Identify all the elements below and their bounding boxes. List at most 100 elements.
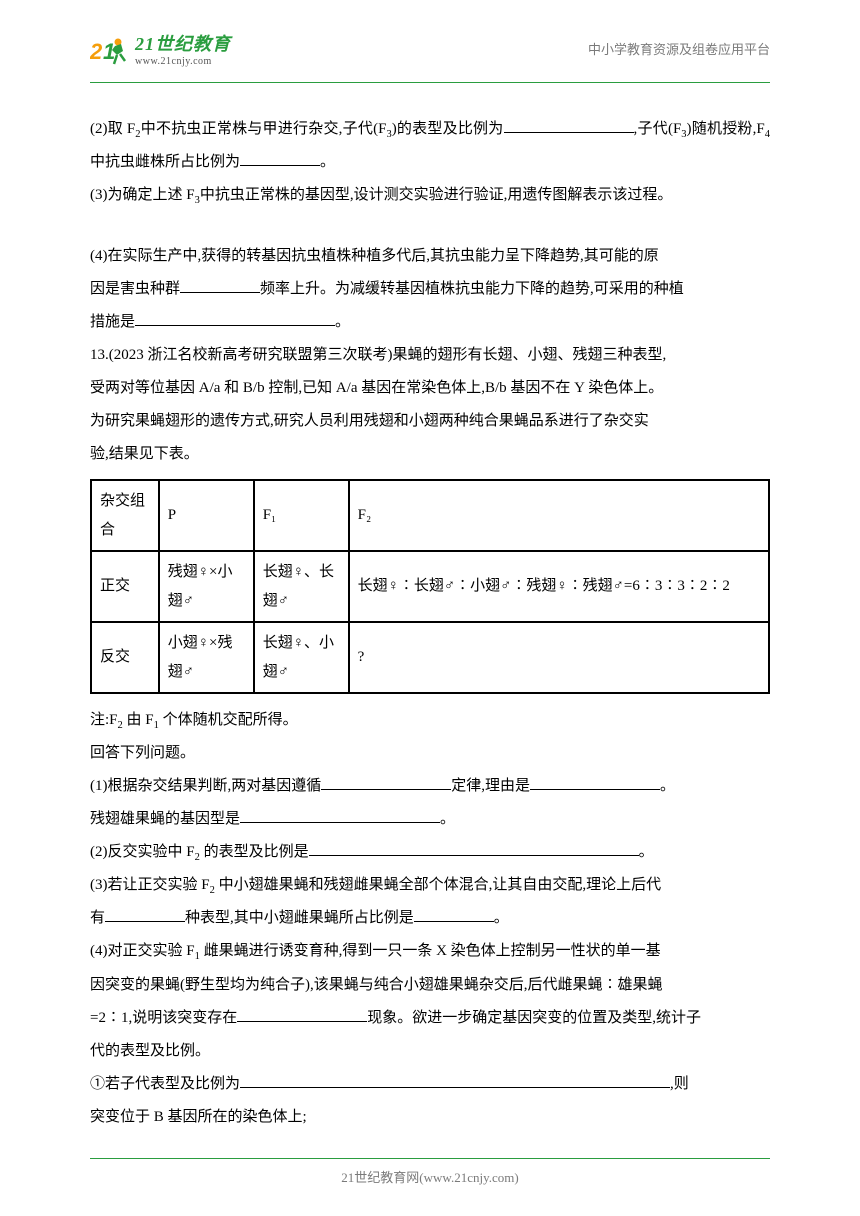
table-cell: 长翅♀、长翅♂ [254,551,349,622]
header-subtitle: 中小学教育资源及组卷应用平台 [588,39,770,58]
table-cell: 残翅♀×小翅♂ [159,551,254,622]
sq3-text: 。 [494,910,509,926]
q3-text: (3)为确定上述 F [90,187,195,203]
sub-question-3: (3)若让正交实验 F2 中小翅雄果蝇和残翅雌果蝇全部个体混合,让其自由交配,理… [90,869,770,902]
logo-icon: 2 1 [90,31,130,67]
q4-text: 频率上升。为减缓转基因植株抗虫能力下降的趋势,可采用的种植 [260,281,684,297]
spacer [90,212,770,240]
blank-field[interactable] [321,775,451,790]
note-text: 注:F [90,712,118,728]
sq3-text: (3)若让正交实验 F [90,877,210,893]
sq3-text: 中小翅雄果蝇和残翅雌果蝇全部个体混合,让其自由交配,理论上后代 [215,877,661,893]
sq2-text: (2)反交实验中 F [90,844,195,860]
sq4-text: 因突变的果蝇(野生型均为纯合子),该果蝇与纯合小翅雄果蝇杂交后,后代雌果蝇∶雄果… [90,977,663,993]
blank-field[interactable] [237,1007,367,1022]
blank-field[interactable] [530,775,660,790]
q13-text: 验,结果见下表。 [90,446,199,462]
q2-text: 中抗虫雌株所占比例为 [90,154,240,170]
logo-text: 21世纪教育 www.21cnjy.com [135,30,231,67]
q2-text: (2)取 F [90,121,135,137]
blank-field[interactable] [309,841,639,856]
table-cell: 正交 [91,551,159,622]
cross-table: 杂交组合 P F₁ F₂ 正交 残翅♀×小翅♂ 长翅♀、长翅♂ 长翅♀∶长翅♂∶… [90,479,770,694]
q4-text: (4)在实际生产中,获得的转基因抗虫植株种植多代后,其抗虫能力呈下降趋势,其可能… [90,248,659,264]
sq2-text: 。 [639,844,654,860]
sub-question-4-line3: =2∶1,说明该突变存在现象。欲进一步确定基因突变的位置及类型,统计子 [90,1002,770,1035]
sq4-text: 雌果蝇进行诱变育种,得到一只一条 X 染色体上控制另一性状的单一基 [200,943,661,959]
question-4-cont: 因是害虫种群 频率上升。为减缓转基因植株抗虫能力下降的趋势,可采用的种植 [90,273,770,306]
table-header: 杂交组合 [91,480,159,551]
sq1-text: 残翅雄果蝇的基因型是 [90,811,240,827]
sub-question-4-opt1: ①若子代表型及比例为 ,则 [90,1068,770,1101]
svg-text:1: 1 [103,39,115,64]
sub-question-4: (4)对正交实验 F1 雌果蝇进行诱变育种,得到一只一条 X 染色体上控制另一性… [90,935,770,968]
footer-divider [90,1158,770,1159]
table-row: 反交 小翅♀×残翅♂ 长翅♀、小翅♂ ? [91,622,769,693]
question-13-line4: 验,结果见下表。 [90,438,770,471]
q13-text: 为研究果蝇翅形的遗传方式,研究人员利用残翅和小翅两种纯合果蝇品系进行了杂交实 [90,413,649,429]
sub-question-3-line2: 有 种表型,其中小翅雌果蝇所占比例是 。 [90,902,770,935]
blank-field[interactable] [240,1073,670,1088]
q13-text: .(2023 浙江名校新高考研究联盟第三次联考)果蝇的翅形有长翅、小翅、残翅三种… [105,347,666,363]
sq4-opt-text: 突变位于 B 基因所在的染色体上; [90,1109,307,1125]
blank-field[interactable] [414,907,494,922]
q2-text: )随机授粉,F [687,121,765,137]
sub-question-4-opt1-line2: 突变位于 B 基因所在的染色体上; [90,1101,770,1134]
sub-question-4-line4: 代的表型及比例。 [90,1035,770,1068]
q13-text: 受两对等位基因 A/a 和 B/b 控制,已知 A/a 基因在常染色体上,B/b… [90,380,663,396]
sq4-text: (4)对正交实验 F [90,943,195,959]
main-content: (2)取 F2中不抗虫正常株与甲进行杂交,子代(F3)的表型及比例为,子代(F3… [0,83,860,1154]
sq1-text: (1)根据杂交结果判断,两对基因遵循 [90,778,321,794]
sq1-text: 。 [660,778,675,794]
blank-field[interactable] [240,151,320,166]
sq3-text: 有 [90,910,105,926]
table-header: P [159,480,254,551]
blank-field[interactable] [105,907,185,922]
sq1-text: 定律,理由是 [451,778,530,794]
note-text: 由 F [123,712,154,728]
svg-text:2: 2 [90,39,103,64]
sq4-opt-text: ①若子代表型及比例为 [90,1076,240,1092]
q4-text: 因是害虫种群 [90,281,180,297]
answer-prompt: 回答下列问题。 [90,737,770,770]
sq3-text: 种表型,其中小翅雌果蝇所占比例是 [185,910,414,926]
q2-text: ,子代(F [634,121,682,137]
table-cell: 小翅♀×残翅♂ [159,622,254,693]
blank-field[interactable] [180,278,260,293]
sq4-text: 现象。欲进一步确定基因突变的位置及类型,统计子 [367,1010,701,1026]
question-13-line2: 受两对等位基因 A/a 和 B/b 控制,已知 A/a 基因在常染色体上,B/b… [90,372,770,405]
note-text: 个体随机交配所得。 [159,712,298,728]
sq4-opt-text: ,则 [670,1076,689,1092]
question-2: (2)取 F2中不抗虫正常株与甲进行杂交,子代(F3)的表型及比例为,子代(F3… [90,113,770,179]
q4-text: 措施是 [90,314,135,330]
question-4: (4)在实际生产中,获得的转基因抗虫植株种植多代后,其抗虫能力呈下降趋势,其可能… [90,240,770,273]
table-header: F₂ [349,480,769,551]
sub-question-1-line2: 残翅雄果蝇的基因型是 。 [90,803,770,836]
table-note: 注:F2 由 F1 个体随机交配所得。 [90,704,770,737]
sub-question-2: (2)反交实验中 F2 的表型及比例是。 [90,836,770,869]
sq1-text: 。 [440,811,455,827]
blank-field[interactable] [240,808,440,823]
sq2-text: 的表型及比例是 [200,844,309,860]
q4-text: 。 [335,314,350,330]
question-13: 13.(2023 浙江名校新高考研究联盟第三次联考)果蝇的翅形有长翅、小翅、残翅… [90,339,770,372]
table-cell: 长翅♀、小翅♂ [254,622,349,693]
table-cell: 反交 [91,622,159,693]
q2-text: )的表型及比例为 [392,121,504,137]
q13-num: 13 [90,347,105,363]
blank-field[interactable] [504,118,634,133]
sub-question-1: (1)根据杂交结果判断,两对基因遵循 定律,理由是 。 [90,770,770,803]
table-cell: 长翅♀∶长翅♂∶小翅♂∶残翅♀∶残翅♂=6∶3∶3∶2∶2 [349,551,769,622]
q2-text: 。 [320,154,335,170]
page-header: 2 1 21世纪教育 www.21cnjy.com 中小学教育资源及组卷应用平台 [0,0,860,77]
table-header-row: 杂交组合 P F₁ F₂ [91,480,769,551]
blank-field[interactable] [135,311,335,326]
q3-text: 中抗虫正常株的基因型,设计测交实验进行验证,用遗传图解表示该过程。 [200,187,673,203]
sq4-text: 代的表型及比例。 [90,1043,210,1059]
table-header: F₁ [254,480,349,551]
sub-question-4-line2: 因突变的果蝇(野生型均为纯合子),该果蝇与纯合小翅雄果蝇杂交后,后代雌果蝇∶雄果… [90,969,770,1002]
footer-text: 21世纪教育网(www.21cnjy.com) [0,1167,860,1186]
logo-url-text: www.21cnjy.com [135,56,231,67]
question-3: (3)为确定上述 F3中抗虫正常株的基因型,设计测交实验进行验证,用遗传图解表示… [90,179,770,212]
table-cell: ? [349,622,769,693]
